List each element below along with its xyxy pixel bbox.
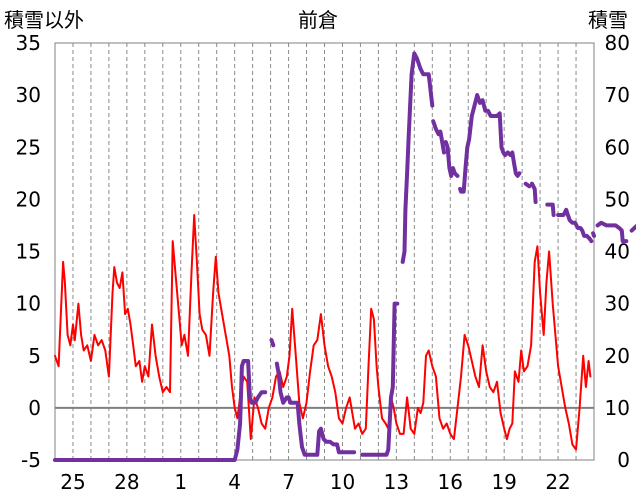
x-tick-label: 10 (330, 470, 355, 494)
right-axis-series-line (591, 231, 596, 238)
right-axis-label: 積雪 (588, 8, 628, 32)
right-axis-series-line (443, 140, 460, 178)
left-tick-label: 0 (28, 396, 41, 420)
right-axis-series-line (629, 223, 636, 233)
left-tick-label: 30 (16, 83, 41, 107)
left-tick-label: 5 (28, 344, 41, 368)
left-tick-label: 10 (16, 292, 41, 316)
left-axis-series-line (54, 214, 592, 451)
right-axis-series-line (523, 181, 532, 189)
right-tick-label: 30 (605, 292, 630, 316)
right-tick-label: 20 (605, 344, 630, 368)
plot-area (54, 42, 595, 461)
x-tick-label: 4 (228, 470, 241, 494)
right-tick-label: 60 (605, 135, 630, 159)
right-axis-series-line (431, 119, 446, 155)
right-tick-label: 40 (605, 240, 630, 264)
x-tick-label: 19 (491, 470, 516, 494)
x-tick-label: 16 (438, 470, 463, 494)
x-tick-label: 25 (60, 470, 85, 494)
right-axis-series-line (53, 359, 268, 462)
right-tick-label: 0 (617, 448, 630, 472)
right-tick-label: 70 (605, 83, 630, 107)
left-tick-label: 25 (16, 135, 41, 159)
x-tick-label: 28 (114, 470, 139, 494)
right-axis-series-line (360, 301, 400, 457)
right-axis-series-line (545, 202, 556, 217)
x-tick-label: 22 (545, 470, 570, 494)
chart-title: 前倉 (298, 8, 338, 32)
left-axis-label: 積雪以外 (4, 8, 84, 32)
right-axis-series-line (458, 93, 522, 194)
left-tick-label: -5 (21, 448, 41, 472)
left-tick-label: 15 (16, 240, 41, 264)
right-axis-series-line (595, 220, 629, 244)
x-tick-label: 7 (282, 470, 295, 494)
right-axis-series-line (530, 181, 538, 204)
right-axis-series-line (400, 51, 435, 264)
x-tick-label: 1 (174, 470, 187, 494)
left-tick-label: 35 (16, 31, 41, 55)
left-tick-label: 20 (16, 187, 41, 211)
right-tick-label: 80 (605, 31, 630, 55)
right-axis-series-line (269, 338, 276, 348)
right-tick-label: 10 (605, 396, 630, 420)
right-tick-label: 50 (605, 187, 630, 211)
right-axis-series-line (556, 207, 594, 244)
right-axis-series-line (274, 361, 357, 457)
x-tick-label: 13 (384, 470, 409, 494)
